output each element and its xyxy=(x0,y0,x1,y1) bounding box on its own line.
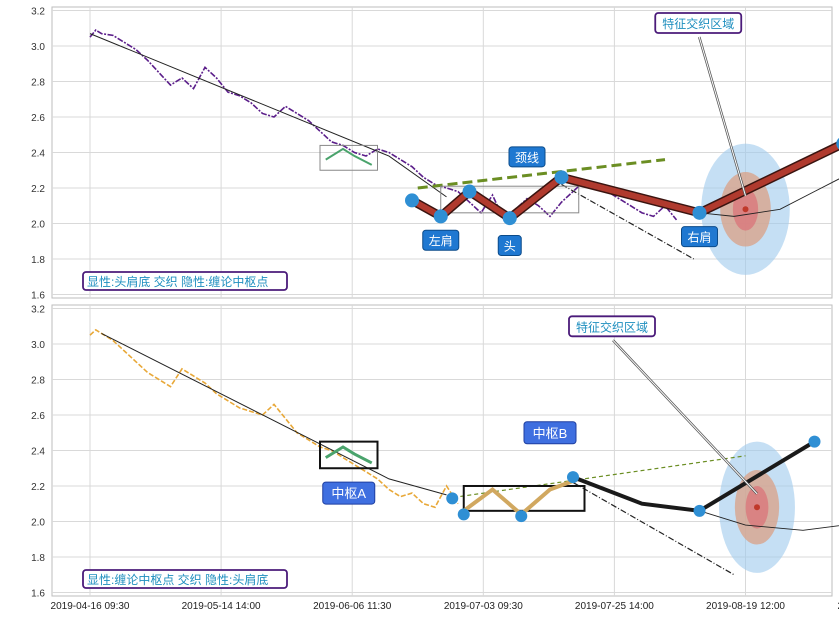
zhongshu-label-box xyxy=(322,481,376,505)
x-tick-label: 2019-09-11 10:00 xyxy=(837,601,839,612)
zhongshu-path xyxy=(572,439,816,513)
pattern-label-box xyxy=(508,146,546,168)
pattern-label-box xyxy=(422,229,460,251)
pattern-label-3: 颈线 xyxy=(515,151,539,165)
zhongshu-label-hub_B: 中枢B xyxy=(533,426,568,441)
neckline xyxy=(417,158,666,190)
feature-label-box xyxy=(568,315,656,338)
y-tick-label: 1.6 xyxy=(31,290,45,301)
y-tick-label: 2.0 xyxy=(31,219,45,230)
pattern-node xyxy=(808,435,821,448)
y-tick-label: 3.2 xyxy=(31,305,45,316)
y-tick-label: 1.8 xyxy=(31,255,45,266)
zhongshu-label-box xyxy=(523,421,577,445)
y-tick-label: 2.0 xyxy=(31,517,45,528)
pattern-label-0: 左肩 xyxy=(429,233,453,248)
x-tick-label: 2019-06-06 11:30 xyxy=(313,601,392,612)
trend-line xyxy=(89,33,447,198)
x-tick-label: 2019-04-16 09:30 xyxy=(51,601,130,612)
legend-text: 显性:头肩底 交织 隐性:缠论中枢点 xyxy=(87,274,268,289)
pattern-node xyxy=(502,211,517,226)
hub-path-small xyxy=(325,147,373,166)
x-tick-label: 2019-07-25 14:00 xyxy=(575,601,654,612)
legend-box xyxy=(82,569,288,589)
price-line xyxy=(89,29,678,222)
y-tick-label: 2.4 xyxy=(31,149,45,160)
y-tick-label: 1.6 xyxy=(31,588,45,599)
pattern-node xyxy=(693,504,706,517)
feature-label: 特征交织区域 xyxy=(576,319,648,334)
hub-a-box xyxy=(319,440,379,470)
target-point xyxy=(742,206,749,213)
panel-bottom: 3.2 3.0 2.8 2.6 2.4 2.2 2.0 1.8 1.6 中枢A 中枢B 2019-04… xyxy=(31,304,839,612)
target-point xyxy=(754,504,760,511)
pattern-label-box xyxy=(497,235,522,257)
zhongshu-label-hub_A: 中枢A xyxy=(331,486,366,501)
pattern-node xyxy=(515,510,528,523)
price-line xyxy=(89,328,459,509)
y-tick-label: 2.6 xyxy=(31,113,45,124)
panel-top: 3.2 3.0 2.8 2.6 2.4 2.2 2.0 1.8 1.6 左肩 头 右肩 颈线 特征交织区域… xyxy=(31,6,839,301)
legend-text: 显性:缠论中枢点 交织 隐性:头肩底 xyxy=(87,572,268,587)
y-tick-label: 2.6 xyxy=(31,411,45,422)
fit-curve xyxy=(699,510,839,531)
y-tick-label: 2.2 xyxy=(31,184,45,195)
pattern-node xyxy=(462,184,477,199)
pattern-node xyxy=(567,471,579,484)
y-tick-label: 2.2 xyxy=(31,482,45,493)
y-tick-label: 3.2 xyxy=(31,7,45,18)
feature-label-box xyxy=(654,12,743,34)
y-tick-label: 3.0 xyxy=(31,42,45,53)
pattern-label-box xyxy=(681,226,718,248)
hub-a-path xyxy=(324,445,373,465)
trend-line xyxy=(101,332,447,496)
pattern-label-1: 头 xyxy=(504,240,516,254)
fit-curve xyxy=(699,178,839,217)
pattern-node xyxy=(433,209,448,224)
x-tick-label: 2019-05-14 14:00 xyxy=(182,601,261,612)
pattern-label-2: 右肩 xyxy=(687,230,711,245)
lower-dashdot-line xyxy=(561,183,695,260)
y-tick-label: 2.4 xyxy=(31,447,45,458)
y-tick-label: 2.8 xyxy=(31,376,45,387)
x-tick-label: 2019-07-03 09:30 xyxy=(444,601,523,612)
pattern-node xyxy=(836,138,839,150)
pattern-node xyxy=(446,492,459,505)
x-tick-label: 2019-08-19 12:00 xyxy=(706,601,785,612)
pattern-node xyxy=(405,193,419,208)
y-tick-label: 1.8 xyxy=(31,553,45,564)
legend-box xyxy=(82,271,288,291)
y-tick-label: 3.0 xyxy=(31,340,45,351)
y-tick-label: 2.8 xyxy=(31,78,45,89)
pattern-node xyxy=(554,170,569,185)
feature-arrow-inner xyxy=(612,339,758,495)
feature-label: 特征交织区域 xyxy=(662,16,734,31)
pattern-node xyxy=(692,205,707,220)
pattern-node xyxy=(457,508,470,521)
feature-arrow-inner xyxy=(698,36,746,196)
lower-dashdot-line xyxy=(572,481,735,576)
hub-box-small xyxy=(319,144,378,171)
